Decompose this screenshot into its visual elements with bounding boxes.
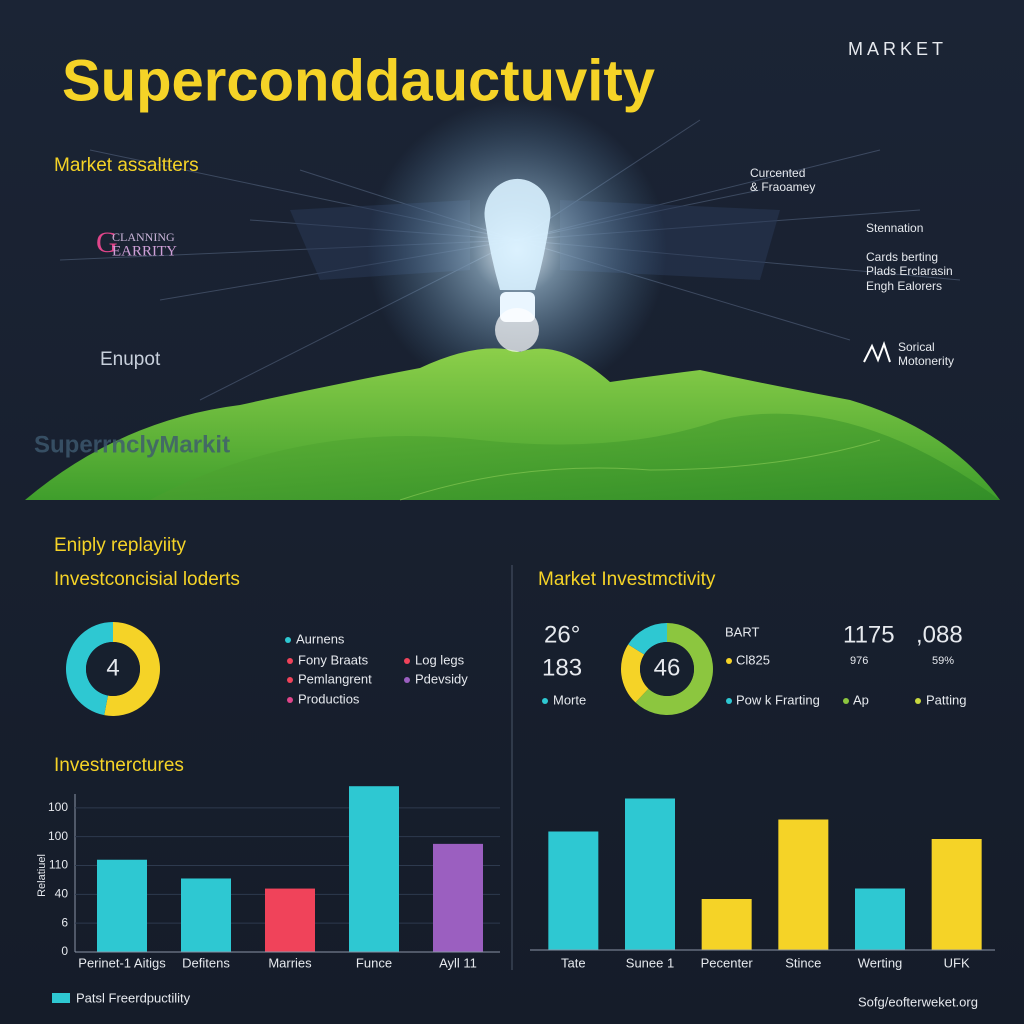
bar bbox=[701, 899, 752, 950]
section-heading: Market Investmctivity bbox=[538, 569, 716, 590]
stat: Patting bbox=[926, 692, 966, 707]
dot bbox=[726, 698, 732, 704]
donut-segment bbox=[628, 623, 667, 655]
legend-label: Fony Braats bbox=[298, 652, 369, 667]
donut-segment bbox=[621, 644, 649, 703]
brand-logo: G bbox=[96, 226, 118, 259]
brand: EARRITY bbox=[112, 243, 177, 259]
legend-label: Patsl Freerdpuctility bbox=[76, 990, 191, 1005]
hero-label: Engh Ealorers bbox=[866, 279, 942, 293]
hero-label: Plads Erclarasin bbox=[866, 264, 953, 278]
stat: Cl825 bbox=[736, 652, 770, 667]
hills bbox=[150, 413, 1000, 500]
legend-label: Pemlangrent bbox=[298, 671, 372, 686]
x-tick-label: Perinet-1 Aitigs bbox=[78, 955, 166, 970]
section-heading: Eniply replayiity bbox=[54, 535, 186, 556]
legend-dot bbox=[287, 658, 293, 664]
x-tick-label: Ayll 11 bbox=[439, 955, 477, 970]
legend-dot bbox=[404, 677, 410, 683]
stat: 26° bbox=[544, 621, 580, 648]
footer-url: Sofg/eofterweket.org bbox=[858, 994, 978, 1009]
x-tick-label: Sunee 1 bbox=[626, 955, 674, 970]
bulb-light bbox=[495, 308, 539, 352]
x-tick-label: Pecenter bbox=[701, 955, 754, 970]
bar bbox=[625, 798, 675, 950]
legend-dot bbox=[287, 697, 293, 703]
stat: Morte bbox=[553, 692, 586, 707]
x-tick-label: Defitens bbox=[182, 955, 230, 970]
bar bbox=[433, 843, 483, 952]
stat: 1175 bbox=[843, 621, 895, 648]
donut-hole bbox=[86, 642, 140, 696]
hero-label: Enupot bbox=[100, 349, 161, 370]
hero-label: Cards berting bbox=[866, 250, 938, 264]
watermark: SuperrnclyMarkit bbox=[34, 431, 230, 458]
x-tick-label: Stince bbox=[785, 955, 821, 970]
x-tick-label: Tate bbox=[561, 955, 586, 970]
y-tick-label: 110 bbox=[49, 858, 68, 872]
bar bbox=[778, 819, 829, 950]
hero-label: & Fraoamey bbox=[750, 180, 815, 194]
legend-swatch bbox=[52, 993, 70, 1003]
bar bbox=[265, 888, 315, 952]
icon bbox=[863, 341, 891, 363]
hero-label: Curcented bbox=[750, 166, 805, 180]
donut-hole bbox=[640, 642, 694, 696]
dot bbox=[726, 658, 732, 664]
title: Superconddauctuvity bbox=[62, 48, 655, 113]
bar bbox=[855, 888, 905, 950]
bar bbox=[349, 786, 399, 952]
stat: 183 bbox=[542, 654, 582, 681]
stat: 59% bbox=[932, 655, 954, 667]
hero-heading: Market assaltters bbox=[54, 155, 199, 176]
dot bbox=[915, 698, 921, 704]
y-tick-label: 6 bbox=[61, 915, 68, 929]
x-tick-label: Funce bbox=[356, 955, 392, 970]
y-tick-label: 40 bbox=[55, 887, 69, 901]
x-tick-label: UFK bbox=[944, 955, 970, 970]
stat: Pow k Frarting bbox=[736, 692, 820, 707]
bar bbox=[181, 878, 231, 952]
stat: ,088 bbox=[916, 621, 963, 648]
legend-label: Pdevsidy bbox=[415, 671, 468, 686]
legend-dot bbox=[287, 677, 293, 683]
donut-center: 46 bbox=[654, 654, 681, 681]
bulb bbox=[484, 178, 551, 290]
legend-label: Log legs bbox=[415, 652, 465, 667]
donut-segment bbox=[66, 622, 113, 716]
bar bbox=[548, 831, 599, 950]
legend-label: Productios bbox=[298, 691, 360, 706]
legend-dot bbox=[285, 637, 291, 643]
hero-label: Sorical bbox=[898, 340, 935, 354]
x-tick-label: Marries bbox=[268, 955, 312, 970]
donut-center: 4 bbox=[106, 654, 119, 681]
stat: 976 bbox=[850, 655, 868, 667]
donut-segment bbox=[635, 623, 713, 715]
brand: CLANNING bbox=[112, 230, 175, 244]
hero-label: Motonerity bbox=[898, 354, 954, 368]
bar bbox=[931, 839, 982, 950]
section-heading: Investconcisial loderts bbox=[54, 569, 240, 590]
hero-label: Stennation bbox=[866, 221, 923, 235]
y-tick-label: 0 bbox=[61, 944, 68, 958]
y-axis-label: Relatiuel bbox=[36, 854, 48, 897]
legend-dot bbox=[404, 658, 410, 664]
y-tick-label: 100 bbox=[48, 800, 68, 814]
dot bbox=[843, 698, 849, 704]
stat: Ap bbox=[853, 692, 869, 707]
dot bbox=[542, 698, 548, 704]
legend-label: Aurnens bbox=[296, 631, 345, 646]
stat: BART bbox=[725, 624, 759, 639]
bar bbox=[97, 859, 147, 952]
hill-line bbox=[399, 439, 881, 501]
donut-segment bbox=[104, 622, 161, 716]
y-tick-label: 100 bbox=[48, 829, 68, 843]
tag: MARKET bbox=[848, 39, 947, 59]
x-tick-label: Werting bbox=[858, 955, 903, 970]
section-heading: Investnerctures bbox=[54, 755, 184, 776]
